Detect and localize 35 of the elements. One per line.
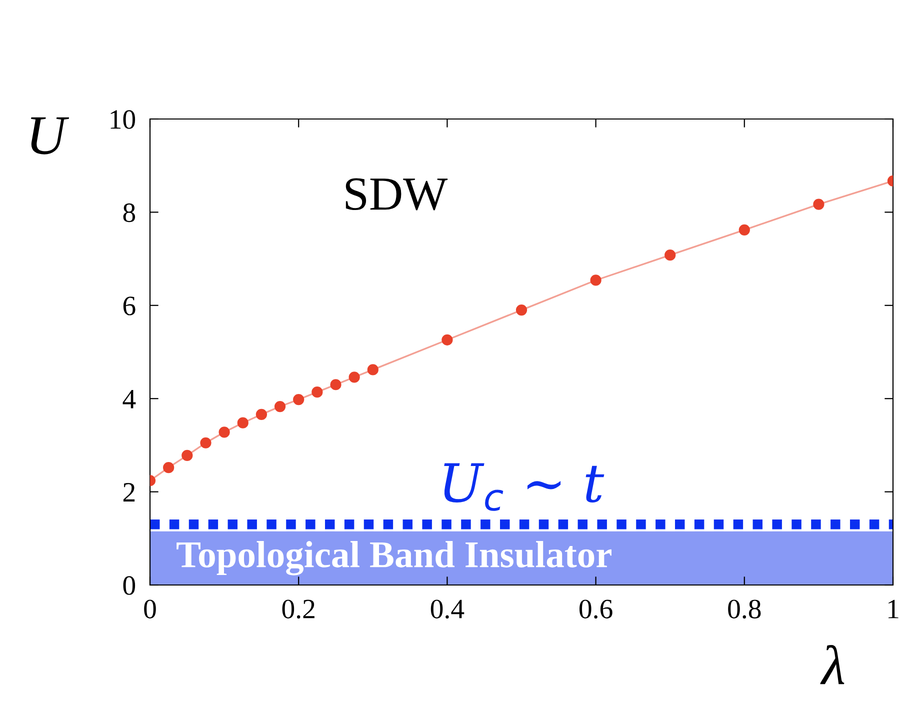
- x-tick-label: 0.4: [430, 600, 464, 619]
- x-tick-label: 1: [888, 600, 898, 618]
- x-tick-label: 0.6: [580, 600, 612, 619]
- point: [218, 426, 230, 438]
- x-tick-label: 0.2: [282, 600, 314, 619]
- point: [293, 394, 304, 406]
- point: [590, 274, 602, 286]
- point: [348, 372, 360, 383]
- annotation: SDW: [346, 178, 448, 210]
- point: [274, 400, 286, 412]
- point: [738, 224, 750, 236]
- y-tick-label: 10: [110, 110, 136, 129]
- point: [442, 334, 453, 346]
- point: [237, 417, 248, 428]
- ref-line-label: U$_{c}$ ∼ t: [444, 463, 604, 511]
- y-tick-label: 4: [122, 390, 136, 408]
- point: [182, 450, 193, 462]
- point: [200, 437, 212, 448]
- y-tick-label: 6: [123, 296, 136, 316]
- point: [516, 304, 528, 316]
- x-axis-title: λ: [820, 645, 844, 684]
- y-tick-label: 2: [123, 483, 135, 502]
- band-label: Topological Band Insulator: [176, 541, 612, 576]
- point: [813, 198, 824, 210]
- point: [330, 379, 342, 390]
- point: [163, 462, 174, 474]
- x-tick-label: 0: [144, 600, 156, 618]
- y-tick-label: 0: [123, 576, 136, 595]
- point: [664, 250, 676, 261]
- point: [256, 408, 268, 420]
- point: [367, 364, 378, 376]
- y-tick-label: 8: [123, 203, 136, 222]
- point: [312, 386, 323, 398]
- x-tick-label: 0.8: [728, 600, 761, 619]
- y-axis-title: U: [31, 117, 70, 154]
